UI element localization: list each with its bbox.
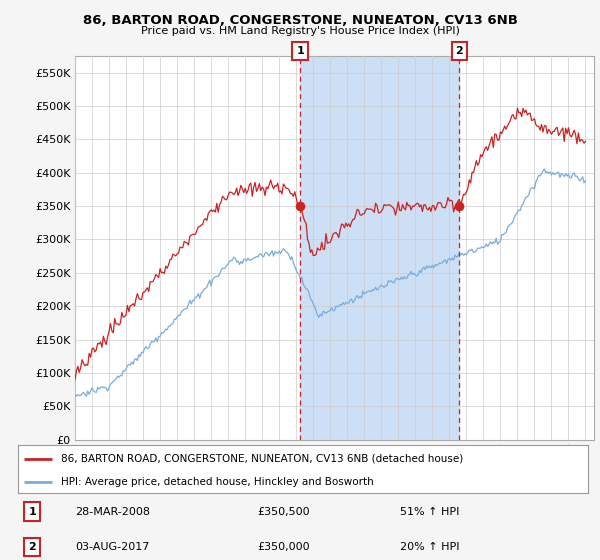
Text: 03-AUG-2017: 03-AUG-2017 bbox=[75, 542, 149, 552]
Text: 51% ↑ HPI: 51% ↑ HPI bbox=[400, 507, 459, 517]
Bar bbox=[300, 56, 460, 440]
Text: £350,000: £350,000 bbox=[257, 542, 310, 552]
Text: HPI: Average price, detached house, Hinckley and Bosworth: HPI: Average price, detached house, Hinc… bbox=[61, 477, 373, 487]
Text: 2: 2 bbox=[28, 542, 36, 552]
Text: 1: 1 bbox=[28, 507, 36, 517]
Text: £350,500: £350,500 bbox=[257, 507, 310, 517]
Text: 1: 1 bbox=[296, 46, 304, 56]
Text: 86, BARTON ROAD, CONGERSTONE, NUNEATON, CV13 6NB: 86, BARTON ROAD, CONGERSTONE, NUNEATON, … bbox=[83, 14, 517, 27]
Text: 86, BARTON ROAD, CONGERSTONE, NUNEATON, CV13 6NB (detached house): 86, BARTON ROAD, CONGERSTONE, NUNEATON, … bbox=[61, 454, 463, 464]
Text: 28-MAR-2008: 28-MAR-2008 bbox=[75, 507, 150, 517]
Text: 20% ↑ HPI: 20% ↑ HPI bbox=[400, 542, 460, 552]
Text: 2: 2 bbox=[455, 46, 463, 56]
Text: Price paid vs. HM Land Registry's House Price Index (HPI): Price paid vs. HM Land Registry's House … bbox=[140, 26, 460, 36]
